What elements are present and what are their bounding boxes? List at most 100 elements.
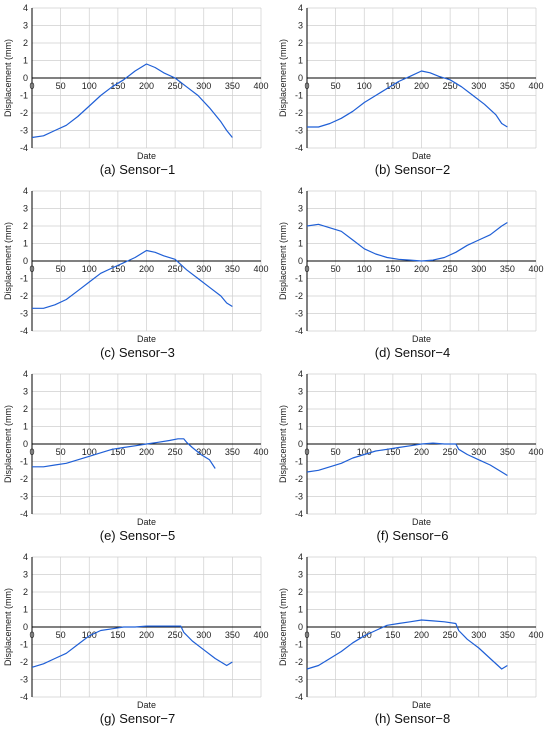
y-tick-label: 4 (23, 3, 28, 13)
x-tick-label: 400 (253, 630, 268, 640)
panel-caption: (d) Sensor−4 (374, 345, 451, 360)
y-tick-label: 2 (23, 38, 28, 48)
y-tick-label: -2 (20, 291, 28, 301)
chart-panel-8: 4 3 2 1 0 -1 -2 -3 -4 0 50 100 150 200 250 300 350 400 Dis… (275, 549, 550, 732)
y-axis-label: Displacement (mm) (278, 405, 288, 483)
y-tick-label: 4 (298, 186, 303, 196)
y-axis-label: Displacement (mm) (278, 588, 288, 666)
y-tick-label: -3 (20, 675, 28, 685)
x-tick-label: 150 (385, 447, 400, 457)
x-tick-label: 200 (139, 447, 154, 457)
x-tick-label: 350 (500, 81, 515, 91)
x-tick-label: 400 (528, 447, 543, 457)
x-tick-label: 350 (225, 81, 240, 91)
x-tick-label: 400 (528, 630, 543, 640)
x-tick-label: 50 (331, 81, 341, 91)
y-tick-label: 2 (298, 404, 303, 414)
y-tick-label: -4 (295, 692, 303, 702)
y-tick-label: 3 (298, 204, 303, 214)
x-tick-label: 0 (304, 81, 309, 91)
x-tick-label: 350 (225, 630, 240, 640)
y-tick-label: -1 (295, 640, 303, 650)
y-tick-label: -2 (20, 657, 28, 667)
y-tick-label: 4 (298, 3, 303, 13)
x-tick-label: 150 (385, 630, 400, 640)
y-tick-label: -1 (295, 457, 303, 467)
x-tick-label: 50 (331, 447, 341, 457)
x-tick-label: 200 (414, 81, 429, 91)
series-line-1 (31, 63, 233, 139)
series-line-1 (306, 221, 508, 262)
x-tick-label: 200 (414, 630, 429, 640)
x-tick-label: 350 (225, 264, 240, 274)
x-tick-label: 0 (304, 264, 309, 274)
y-tick-label: -4 (295, 326, 303, 336)
y-tick-label: 0 (298, 73, 303, 83)
x-tick-label: 50 (331, 630, 341, 640)
y-tick-label: 3 (23, 387, 28, 397)
y-tick-label: 4 (23, 369, 28, 379)
x-tick-label: 100 (357, 630, 372, 640)
y-tick-label: -4 (295, 509, 303, 519)
y-tick-label: 0 (298, 439, 303, 449)
series-line-1 (306, 619, 508, 670)
x-tick-label: 250 (443, 81, 458, 91)
x-tick-label: 100 (357, 447, 372, 457)
y-tick-label: -3 (20, 492, 28, 502)
x-tick-label: 150 (110, 81, 125, 91)
x-tick-label: 150 (110, 630, 125, 640)
x-tick-label: 150 (385, 264, 400, 274)
x-tick-label: 350 (225, 447, 240, 457)
y-tick-label: -3 (295, 675, 303, 685)
x-tick-label: 300 (196, 630, 211, 640)
y-tick-label: 3 (23, 204, 28, 214)
x-tick-label: 300 (471, 447, 486, 457)
series-line-1 (307, 70, 508, 128)
x-tick-label: 250 (168, 447, 183, 457)
chart-panel-5: 4 3 2 1 0 -1 -2 -3 -4 0 50 100 150 200 250 300 350 400 Dis… (0, 366, 275, 549)
panel-caption: (c) Sensor−3 (100, 345, 175, 360)
y-tick-label: -2 (20, 108, 28, 118)
x-tick-label: 100 (357, 81, 372, 91)
y-tick-label: -4 (20, 692, 28, 702)
series-line-1 (306, 442, 508, 477)
y-tick-label: 4 (23, 552, 28, 562)
x-tick-label: 250 (168, 264, 183, 274)
y-tick-label: -3 (295, 492, 303, 502)
y-tick-label: 3 (23, 21, 28, 31)
y-axis-label: Displacement (mm) (3, 588, 13, 666)
y-tick-label: 0 (23, 256, 28, 266)
x-tick-label: 350 (500, 264, 515, 274)
chart-panel-7: 4 3 2 1 0 -1 -2 -3 -4 0 50 100 150 200 250 300 350 400 Dis… (0, 549, 275, 732)
y-tick-label: 3 (298, 21, 303, 31)
y-tick-label: 1 (23, 239, 28, 249)
y-tick-label: -3 (295, 309, 303, 319)
y-tick-label: 2 (298, 587, 303, 597)
x-tick-label: 100 (82, 81, 97, 91)
x-axis-label: Date (137, 517, 156, 526)
x-axis-label: Date (137, 700, 156, 709)
y-tick-label: -1 (295, 274, 303, 284)
x-tick-label: 150 (110, 264, 125, 274)
y-tick-label: 4 (23, 186, 28, 196)
y-tick-label: 2 (298, 221, 303, 231)
x-tick-label: 0 (29, 447, 34, 457)
x-tick-label: 200 (139, 630, 154, 640)
x-tick-label: 250 (168, 81, 183, 91)
x-tick-label: 400 (253, 264, 268, 274)
y-tick-label: 0 (23, 622, 28, 632)
panel-caption: (b) Sensor−2 (374, 162, 451, 177)
x-tick-label: 50 (56, 630, 66, 640)
x-axis-label: Date (412, 517, 431, 526)
y-tick-label: 1 (23, 605, 28, 615)
y-tick-label: -1 (20, 457, 28, 467)
x-tick-label: 350 (500, 447, 515, 457)
y-tick-label: 2 (298, 38, 303, 48)
y-tick-label: -1 (20, 274, 28, 284)
y-tick-label: -2 (295, 108, 303, 118)
